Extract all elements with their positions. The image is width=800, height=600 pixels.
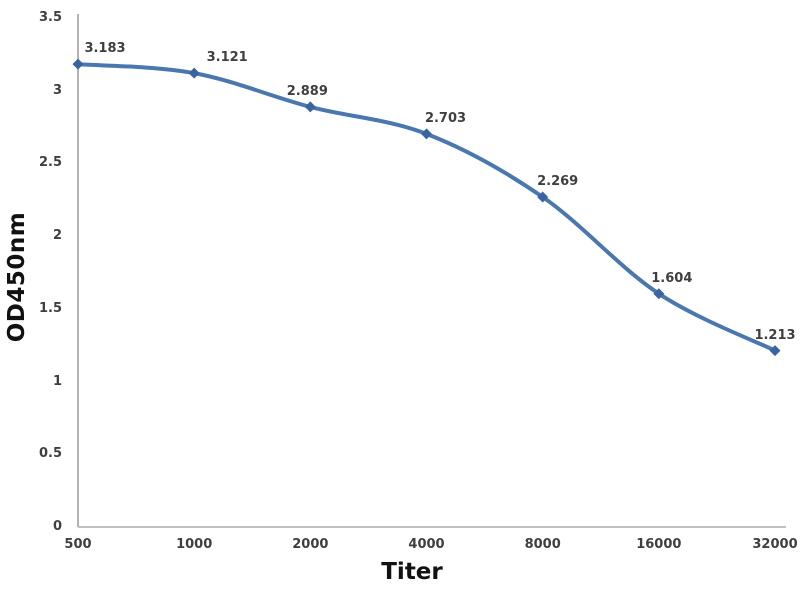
y-tick-label: 1.5	[38, 300, 62, 316]
x-tick-label: 8000	[524, 537, 561, 552]
data-point-label: 1.213	[754, 327, 796, 343]
y-tick-label: 3.5	[38, 10, 62, 25]
y-tick-label: 0	[52, 519, 62, 534]
x-tick-label: 4000	[408, 537, 445, 552]
x-axis-title: Titer	[381, 559, 443, 585]
y-tick-label: 2	[52, 228, 62, 244]
data-point-marker	[769, 345, 781, 357]
x-tick-label: 16000	[636, 537, 682, 552]
data-point-marker	[421, 128, 433, 140]
y-tick-label: 0.5	[38, 446, 62, 462]
y-tick-label: 1	[52, 373, 62, 389]
data-point-label: 2.269	[537, 174, 579, 190]
data-point-label: 3.183	[84, 41, 126, 57]
x-tick-label: 1000	[176, 537, 213, 552]
data-point-label: 3.121	[206, 50, 248, 66]
series-line	[76, 62, 777, 353]
data-point-label: 2.703	[424, 110, 467, 126]
y-tick-label: 3	[52, 82, 62, 98]
data-point-label: 2.889	[286, 83, 328, 99]
data-point-marker	[188, 67, 200, 79]
y-tick-label: 2.5	[38, 155, 62, 171]
data-point-marker	[537, 191, 549, 203]
x-tick-label: 32000	[752, 537, 798, 552]
x-tick-label: 500	[64, 537, 92, 552]
data-point-marker	[72, 58, 84, 70]
data-point-marker	[653, 288, 665, 300]
data-point-marker	[304, 101, 316, 113]
data-point-label: 1.604	[651, 270, 693, 286]
x-tick-label: 2000	[292, 537, 329, 552]
